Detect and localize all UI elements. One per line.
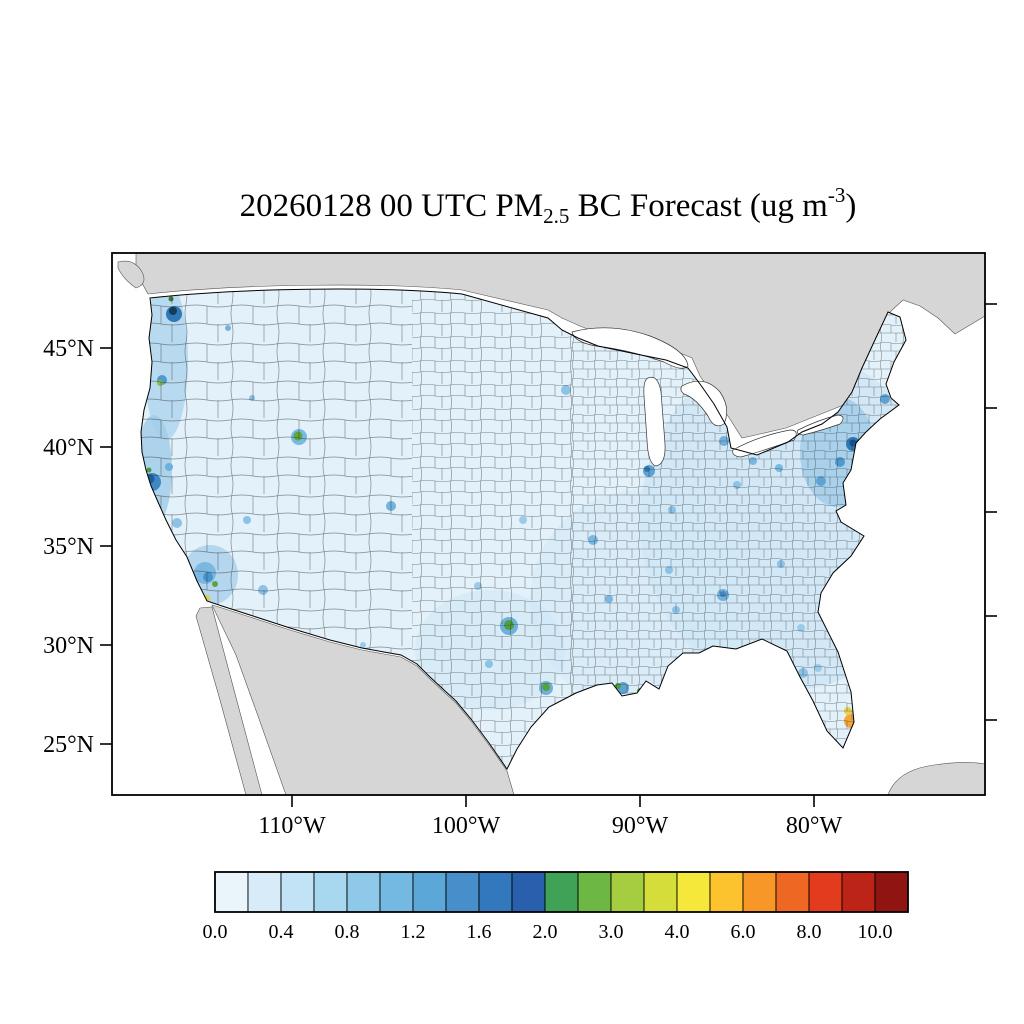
title-subscript: 2.5 bbox=[543, 204, 569, 228]
lake-huron bbox=[680, 380, 728, 427]
colorbar-segment bbox=[478, 871, 513, 913]
colorbar: 0.0 0.4 0.8 1.2 1.6 2.0 3.0 4.0 6.0 8.0 10.0 bbox=[203, 871, 909, 943]
colorbar-label: 0.0 bbox=[203, 921, 228, 943]
lat-label: 30°N bbox=[43, 633, 94, 659]
map-axes: 45°N 40°N 35°N 30°N 25°N 110°W 100°W 90°W 80°W bbox=[43, 303, 997, 839]
colorbar-segment bbox=[412, 871, 447, 913]
lat-label: 25°N bbox=[43, 732, 94, 758]
lon-label: 90°W bbox=[612, 813, 669, 839]
lat-label: 35°N bbox=[43, 534, 94, 560]
colorbar-segment bbox=[247, 871, 282, 913]
colorbar-label: 0.8 bbox=[335, 921, 360, 943]
colorbar-label: 1.6 bbox=[467, 921, 492, 943]
colorbar-border bbox=[214, 871, 909, 913]
mexico-landmass bbox=[211, 604, 515, 795]
colorbar-segment bbox=[775, 871, 810, 913]
colorbar-label: 8.0 bbox=[797, 921, 822, 943]
colorbar-segment bbox=[346, 871, 381, 913]
colorbar-segment bbox=[742, 871, 777, 913]
colorbar-segment bbox=[544, 871, 579, 913]
colorbar-segment bbox=[214, 871, 249, 913]
vancouver-island bbox=[117, 260, 145, 289]
colorbar-segment bbox=[280, 871, 315, 913]
colorbar-segment bbox=[709, 871, 744, 913]
lat-label: 40°N bbox=[43, 435, 94, 461]
colorbar-segment bbox=[379, 871, 414, 913]
colorbar-segment bbox=[874, 871, 909, 913]
baja-california bbox=[195, 606, 263, 795]
colorbar-label: 3.0 bbox=[599, 921, 624, 943]
lake-michigan bbox=[643, 376, 666, 467]
title-prefix: 20260128 00 UTC PM bbox=[240, 188, 543, 224]
colorbar-segment bbox=[643, 871, 678, 913]
map-frame bbox=[111, 252, 986, 796]
colorbar-segment bbox=[676, 871, 711, 913]
colorbar-label: 1.2 bbox=[401, 921, 426, 943]
map-panel bbox=[112, 253, 985, 795]
title-superscript: -3 bbox=[828, 183, 846, 207]
colorbar-segment bbox=[610, 871, 645, 913]
lon-label: 100°W bbox=[432, 813, 501, 839]
cuba-landmass bbox=[887, 762, 985, 795]
colorbar-label: 0.4 bbox=[269, 921, 294, 943]
colorbar-label: 10.0 bbox=[858, 921, 893, 943]
title-suffix: ) bbox=[845, 188, 856, 224]
lat-label: 45°N bbox=[43, 336, 94, 362]
figure-title: 20260128 00 UTC PM2.5 BC Forecast (ug m-… bbox=[240, 183, 857, 228]
colorbar-segment bbox=[445, 871, 480, 913]
colorbar-segment bbox=[808, 871, 843, 913]
lon-label: 110°W bbox=[258, 813, 326, 839]
colorbar-segment bbox=[313, 871, 348, 913]
colorbar-label: 4.0 bbox=[665, 921, 690, 943]
title-mid: BC Forecast (ug m bbox=[569, 188, 828, 224]
lon-label: 80°W bbox=[786, 813, 843, 839]
colorbar-segment bbox=[511, 871, 546, 913]
colorbar-segment bbox=[577, 871, 612, 913]
lake-erie bbox=[732, 429, 797, 458]
colorbar-segment bbox=[841, 871, 876, 913]
colorbar-label: 2.0 bbox=[533, 921, 558, 943]
colorbar-label: 6.0 bbox=[731, 921, 756, 943]
